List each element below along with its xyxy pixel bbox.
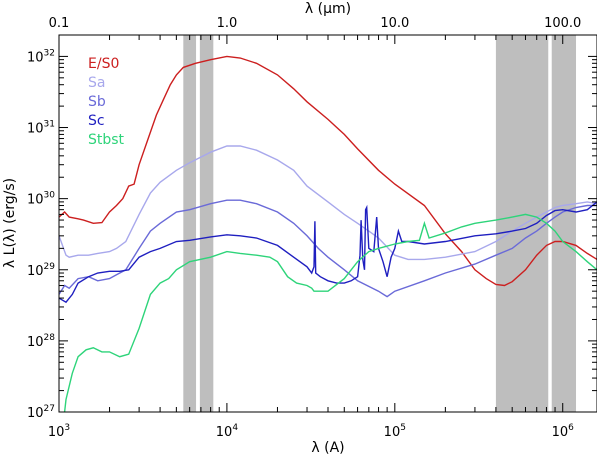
legend: E/S0 Sa Sb Sc Stbst (88, 56, 125, 148)
y-tick-label-base: 10 (27, 50, 44, 65)
y-tick-label-exponent: 31 (44, 120, 55, 130)
series-line-e-s0 (59, 55, 597, 287)
shaded-bands (183, 35, 577, 412)
y-tick-label: 1028 (27, 333, 55, 350)
x-tick-label: 103 (48, 423, 70, 440)
y-tick-label: 1027 (27, 404, 55, 421)
y-tick-label-exponent: 27 (44, 404, 55, 414)
x-tick-label-exponent: 6 (568, 423, 574, 433)
series-line-sb (59, 199, 597, 298)
y-tick-label-base: 10 (27, 406, 44, 421)
y-tick-label-exponent: 30 (44, 191, 56, 201)
series-lines (59, 55, 597, 412)
x-axis-label: λ (A) (311, 440, 344, 456)
top-tick-label: 100.0 (544, 16, 581, 31)
legend-entry-e-s0: E/S0 (88, 56, 119, 72)
x-tick-label-base: 10 (384, 425, 401, 440)
y-tick-label-base: 10 (27, 193, 44, 208)
top-tick-label: 10.0 (380, 16, 409, 31)
legend-entry-stbst: Stbst (88, 132, 125, 148)
y-tick-label-exponent: 32 (44, 48, 55, 58)
legend-entry-sb: Sb (88, 94, 106, 110)
axis-ticks (58, 34, 597, 413)
legend-entry-sc: Sc (88, 113, 105, 129)
series-line-sc (59, 201, 597, 304)
y-tick-label-base: 10 (27, 264, 44, 279)
top-tick-label: 1.0 (217, 16, 238, 31)
shaded-band-0 (183, 35, 197, 412)
x-tick-label-base: 10 (552, 425, 569, 440)
y-tick-label: 1030 (27, 191, 55, 208)
top-axis-label: λ (μm) (305, 1, 351, 17)
y-tick-label-exponent: 29 (44, 262, 56, 272)
x-tick-label-base: 10 (48, 425, 65, 440)
shaded-band-1 (199, 35, 214, 412)
shaded-band-3 (551, 35, 577, 412)
y-tick-label: 1032 (27, 48, 55, 65)
y-tick-label: 1029 (27, 262, 55, 279)
y-axis-label: λ L(λ) (erg/s) (2, 178, 18, 268)
y-tick-label-base: 10 (27, 122, 44, 137)
x-tick-label-exponent: 5 (400, 423, 406, 433)
x-tick-label-base: 10 (216, 425, 233, 440)
shaded-band-2 (495, 35, 549, 412)
x-tick-label: 106 (552, 423, 575, 440)
y-tick-label-base: 10 (27, 335, 44, 350)
y-tick-label-exponent: 28 (44, 333, 56, 343)
series-line-sa (59, 145, 597, 261)
x-tick-label: 104 (216, 423, 239, 440)
series-line-stbst (63, 213, 597, 412)
legend-entry-sa: Sa (88, 75, 105, 91)
top-tick-label: 0.1 (49, 16, 70, 31)
y-tick-label: 1031 (27, 120, 55, 137)
x-tick-label-exponent: 4 (232, 423, 238, 433)
x-tick-label: 105 (384, 423, 406, 440)
x-tick-label-exponent: 3 (64, 423, 70, 433)
